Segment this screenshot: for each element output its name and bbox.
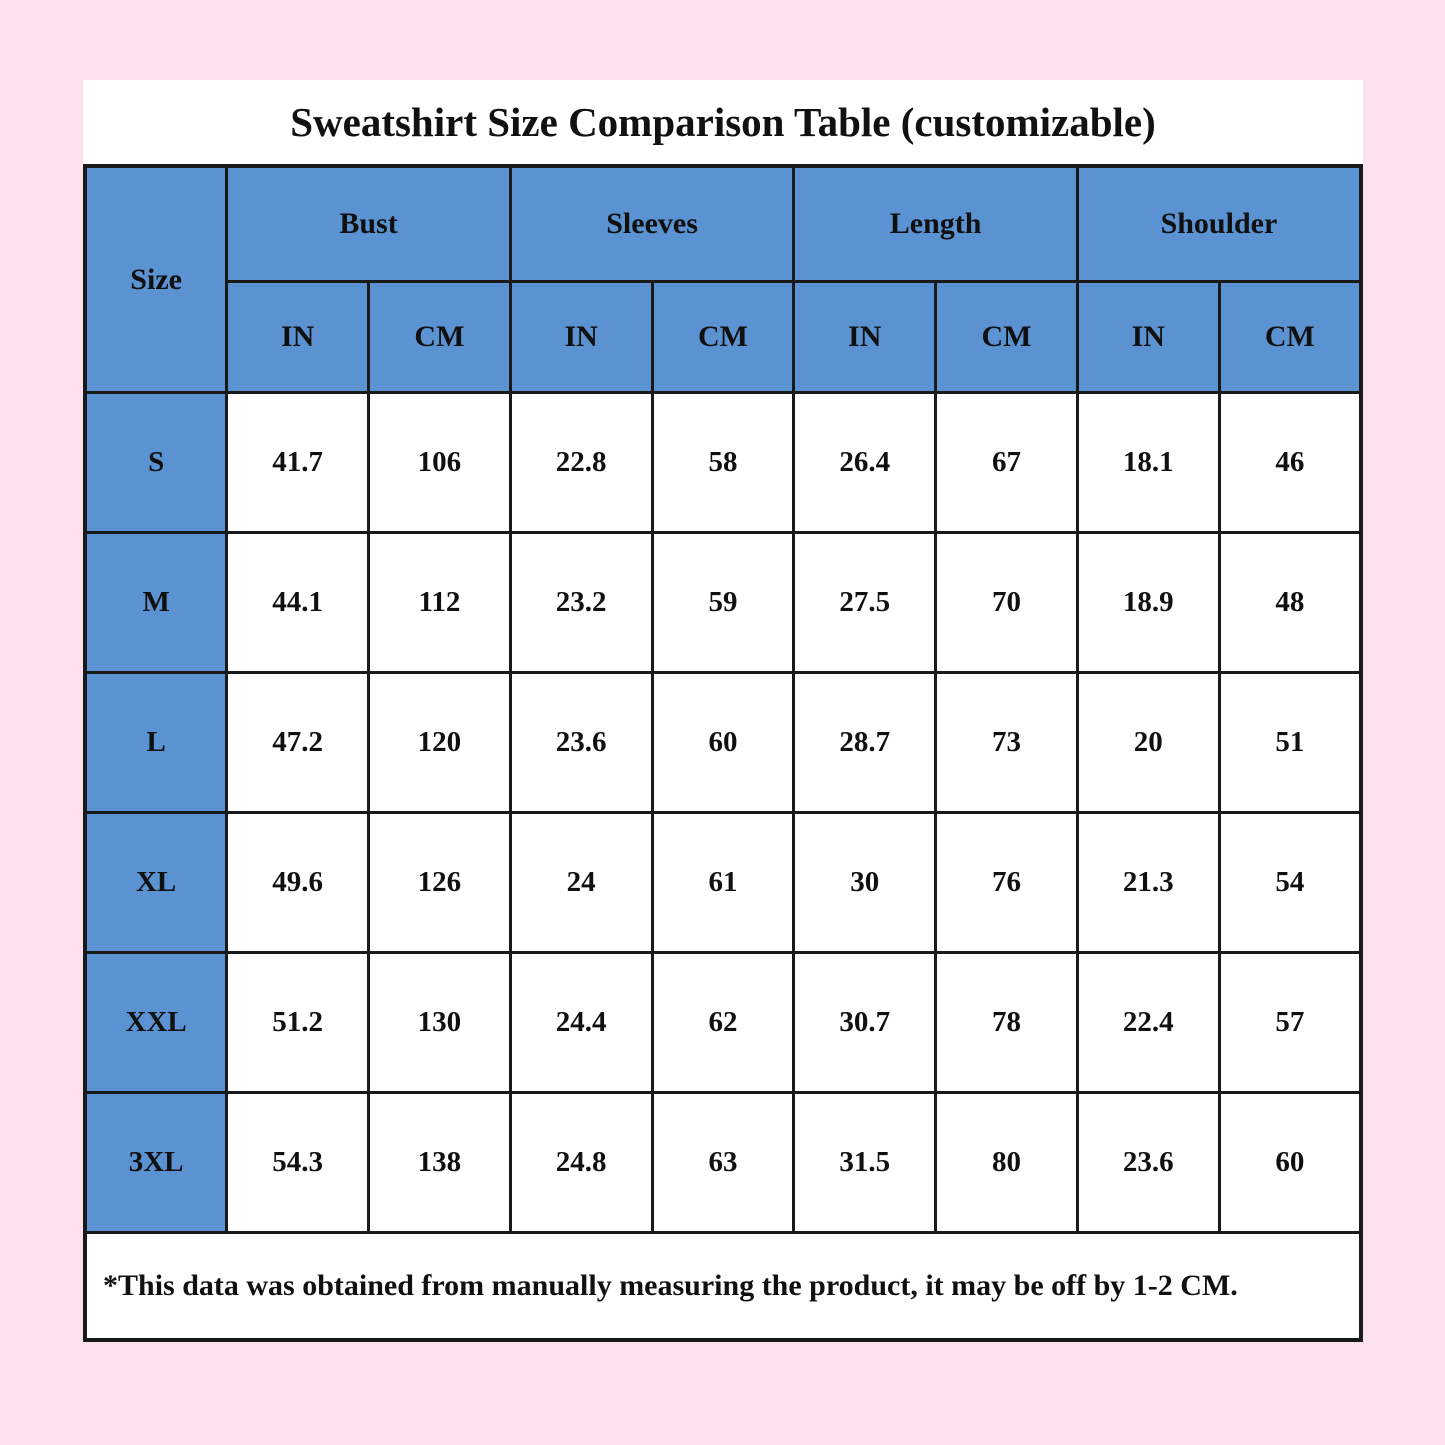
measurement-cell: 130 <box>367 951 512 1094</box>
measurement-cell: 24.8 <box>508 1091 654 1234</box>
unit-header-length-cm: CM <box>934 280 1079 394</box>
measurement-cell: 60 <box>1217 1091 1363 1234</box>
measurement-cell: 48 <box>1217 531 1363 674</box>
table-row: XXL 51.2 130 24.4 62 30.7 78 22.4 57 <box>83 951 1363 1094</box>
measurement-cell: 54 <box>1217 811 1363 954</box>
table-row: 3XL 54.3 138 24.8 63 31.5 80 23.6 60 <box>83 1091 1363 1234</box>
measurement-cell: 49.6 <box>225 811 371 954</box>
measurement-cell: 22.4 <box>1075 951 1221 1094</box>
measurement-cell: 67 <box>934 391 1079 534</box>
column-group-length: Length <box>792 164 1079 283</box>
measurement-cell: 31.5 <box>792 1091 938 1234</box>
measurement-cell: 51.2 <box>225 951 371 1094</box>
page-title: Sweatshirt Size Comparison Table (custom… <box>290 99 1156 145</box>
measurement-cell: 23.6 <box>508 671 654 814</box>
measurement-cell: 18.9 <box>1075 531 1221 674</box>
measurement-cell: 24.4 <box>508 951 654 1094</box>
measurement-cell: 46 <box>1217 391 1363 534</box>
measurement-cell: 112 <box>367 531 512 674</box>
measurement-cell: 57 <box>1217 951 1363 1094</box>
measurement-cell: 18.1 <box>1075 391 1221 534</box>
column-group-bust: Bust <box>225 164 512 283</box>
measurement-cell: 138 <box>367 1091 512 1234</box>
measurement-cell: 22.8 <box>508 391 654 534</box>
measurement-cell: 23.6 <box>1075 1091 1221 1234</box>
measurement-cell: 30 <box>792 811 938 954</box>
column-group-shoulder: Shoulder <box>1075 164 1363 283</box>
measurement-cell: 51 <box>1217 671 1363 814</box>
size-chart-panel: Sweatshirt Size Comparison Table (custom… <box>83 80 1363 1342</box>
measurement-cell: 21.3 <box>1075 811 1221 954</box>
unit-header-shoulder-in: IN <box>1075 280 1221 394</box>
table-header-group-row: Size Bust Sleeves Length Shoulder <box>83 164 1363 394</box>
measurement-cell: 120 <box>367 671 512 814</box>
measurement-cell: 59 <box>650 531 796 674</box>
measurement-cell: 44.1 <box>225 531 371 674</box>
measurement-cell: 60 <box>650 671 796 814</box>
measurement-cell: 23.2 <box>508 531 654 674</box>
size-table-body: S 41.7 106 22.8 58 26.4 67 18.1 46 M 44.1 112 23.2 59… <box>83 391 1363 1234</box>
table-row: S 41.7 106 22.8 58 26.4 67 18.1 46 <box>83 391 1363 534</box>
size-label-xl: XL <box>83 811 229 954</box>
measurement-cell: 80 <box>934 1091 1079 1234</box>
footnote-text: *This data was obtained from manually me… <box>83 1231 1363 1342</box>
measurement-cell: 58 <box>650 391 796 534</box>
table-row: XL 49.6 126 24 61 30 76 21.3 54 <box>83 811 1363 954</box>
size-label-m: M <box>83 531 229 674</box>
measurement-cell: 28.7 <box>792 671 938 814</box>
measurement-cell: 106 <box>367 391 512 534</box>
table-header-unit-row: IN CM IN CM IN CM IN CM <box>85 280 1363 394</box>
measurement-cell: 27.5 <box>792 531 938 674</box>
measurement-cell: 62 <box>650 951 796 1094</box>
measurement-cell: 47.2 <box>225 671 371 814</box>
measurement-cell: 78 <box>934 951 1079 1094</box>
column-header-size: Size <box>83 164 229 394</box>
unit-header-sleeves-in: IN <box>508 280 654 394</box>
table-row: L 47.2 120 23.6 60 28.7 73 20 51 <box>83 671 1363 814</box>
measurement-cell: 70 <box>934 531 1079 674</box>
size-label-s: S <box>83 391 229 534</box>
unit-header-bust-in: IN <box>225 280 371 394</box>
measurement-cell: 24 <box>508 811 654 954</box>
column-group-sleeves: Sleeves <box>508 164 796 283</box>
measurement-cell: 73 <box>934 671 1079 814</box>
measurement-cell: 54.3 <box>225 1091 371 1234</box>
measurement-cell: 20 <box>1075 671 1221 814</box>
table-row: M 44.1 112 23.2 59 27.5 70 18.9 48 <box>83 531 1363 674</box>
measurement-cell: 41.7 <box>225 391 371 534</box>
measurement-cell: 26.4 <box>792 391 938 534</box>
size-label-3xl: 3XL <box>83 1091 229 1234</box>
measurement-cell: 30.7 <box>792 951 938 1094</box>
measurement-cell: 61 <box>650 811 796 954</box>
unit-header-shoulder-cm: CM <box>1217 280 1363 394</box>
unit-header-length-in: IN <box>792 280 938 394</box>
measurement-cell: 126 <box>367 811 512 954</box>
unit-header-sleeves-cm: CM <box>650 280 796 394</box>
size-table: Size Bust Sleeves Length Shoulder IN CM … <box>83 164 1363 1342</box>
footnote-row: *This data was obtained from manually me… <box>83 1231 1363 1342</box>
measurement-cell: 76 <box>934 811 1079 954</box>
unit-header-bust-cm: CM <box>367 280 512 394</box>
size-label-l: L <box>83 671 229 814</box>
size-label-xxl: XXL <box>83 951 229 1094</box>
measurement-cell: 63 <box>650 1091 796 1234</box>
